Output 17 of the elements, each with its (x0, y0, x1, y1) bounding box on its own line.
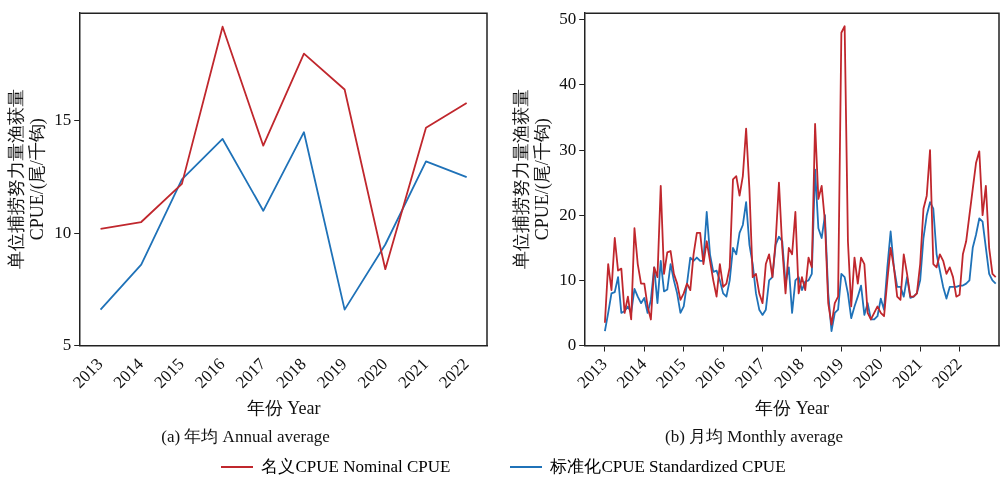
x-axis-title: 年份 Year (246, 397, 321, 418)
x-axis-title: 年份 Year (755, 397, 829, 418)
y-axis-title: 单位捕捞努力量渔获量 CPUE/(尾/千钩) (5, 89, 49, 270)
text: (a) 年均 Annual average (161, 427, 330, 447)
y-tick-label: 20 (559, 204, 577, 224)
y-tick-label: 10 (54, 222, 72, 242)
y-tick-label: 40 (559, 74, 577, 94)
y-tick-label: 5 (62, 335, 72, 354)
text: (b) 月均 Monthly average (665, 427, 843, 447)
y-tick-label: 15 (54, 110, 72, 130)
y-tick-label: 50 (559, 9, 577, 29)
legend-label: 名义CPUE Nominal CPUE (261, 456, 451, 478)
y-tick-label: 10 (559, 269, 577, 289)
y-tick-label: 0 (567, 335, 577, 354)
y-axis-title: 单位捕捞努力量渔获量 CPUE/(尾/千钩) (510, 89, 554, 270)
legend-label: 标准化CPUE Standardized CPUE (550, 456, 786, 478)
y-tick-label: 30 (559, 139, 577, 159)
